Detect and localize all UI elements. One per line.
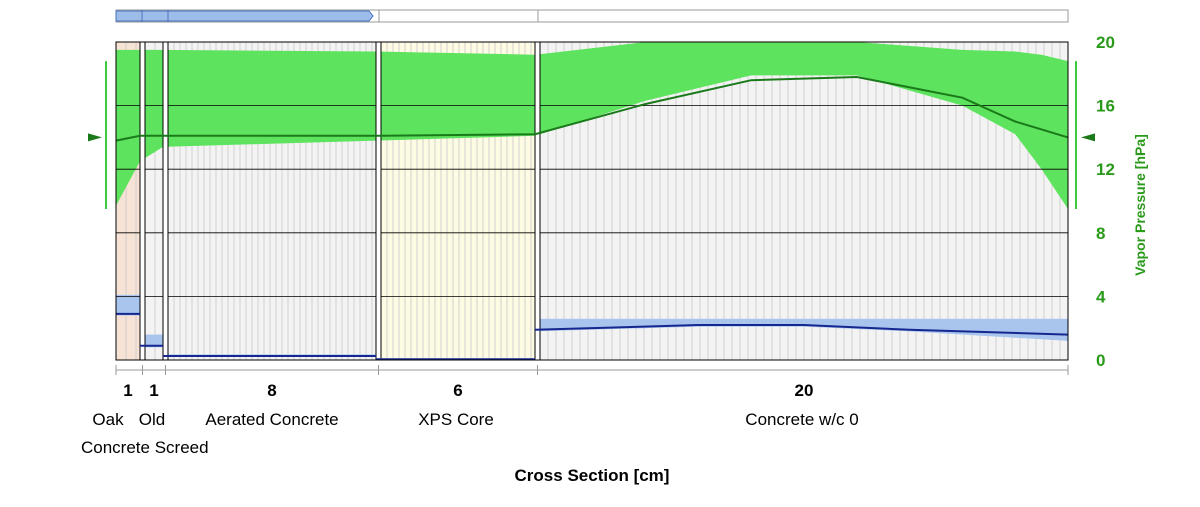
vapor-pressure-range — [116, 42, 1068, 209]
progress-fill — [115, 10, 374, 22]
layer-name-label: Oak — [92, 410, 124, 429]
layer-thickness-label: 6 — [453, 381, 462, 400]
layer-labels: 1 Oak 1 Old 8 Aerated Concrete 6 XPS Core 20 Conc… — [92, 381, 858, 429]
vapor-range-band — [116, 42, 1068, 209]
y-tick-label: 0 — [1096, 351, 1105, 370]
layer-name-label: XPS Core — [418, 410, 494, 429]
plot-frame — [115, 41, 1069, 361]
layer-thickness-label: 1 — [149, 381, 158, 400]
y-axis-label: Vapor Pressure [hPa] — [1132, 134, 1148, 276]
left-arrow-icon — [88, 133, 102, 142]
moisture-band — [140, 334, 163, 348]
layer-thickness-label: 8 — [267, 381, 276, 400]
layer-gap — [376, 42, 381, 360]
right-arrow-icon — [1081, 133, 1095, 142]
layer-name-label: Old — [139, 410, 165, 429]
moisture-line — [534, 324, 1069, 336]
moisture-lines — [116, 312, 1069, 361]
horizontal-gridlines — [116, 105, 1068, 297]
progress-bar — [115, 9, 1069, 23]
layer-label-screed: Concrete Screed — [81, 438, 209, 457]
y-tick-label: 16 — [1096, 97, 1115, 116]
moisture-band — [116, 294, 140, 316]
layer-name-label: Concrete w/c 0 — [745, 410, 858, 429]
layer-boundaries — [139, 42, 541, 360]
layer-gap — [163, 42, 168, 360]
y-tick-label: 8 — [1096, 224, 1105, 243]
y-tick-label: 20 — [1096, 33, 1115, 52]
moisture-band — [535, 318, 1068, 341]
layer-gap — [535, 42, 540, 360]
boundary-markers — [88, 61, 1095, 209]
x-axis-label: Cross Section [cm] — [515, 466, 670, 485]
y-tick-label: 12 — [1096, 160, 1115, 179]
layer-thickness-label: 1 — [123, 381, 132, 400]
vapor-line — [115, 75, 1069, 142]
layer-gap — [140, 42, 145, 360]
vapor-pressure-line — [115, 75, 1069, 142]
y-axis-ticks: 0 4 8 12 16 20 — [1096, 33, 1115, 370]
y-tick-label: 4 — [1096, 287, 1106, 306]
x-axis — [115, 365, 1069, 375]
layer-thickness-label: 20 — [795, 381, 814, 400]
layer-name-label: Aerated Concrete — [205, 410, 338, 429]
